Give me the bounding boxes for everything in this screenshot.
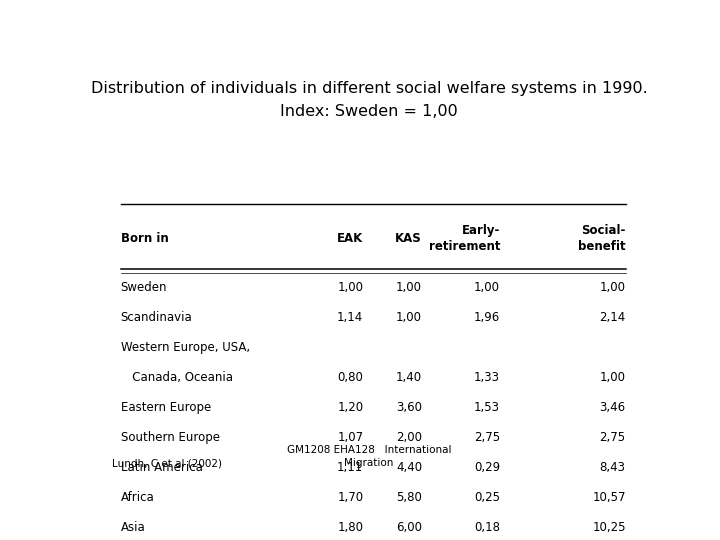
Text: Africa: Africa — [121, 491, 154, 504]
Text: 1,00: 1,00 — [396, 281, 422, 294]
Text: Social-
benefit: Social- benefit — [578, 224, 626, 253]
Text: 1,40: 1,40 — [396, 371, 422, 384]
Text: 1,00: 1,00 — [396, 311, 422, 324]
Text: Distribution of individuals in different social welfare systems in 1990.
Index: : Distribution of individuals in different… — [91, 82, 647, 119]
Text: 3,46: 3,46 — [600, 401, 626, 414]
Text: 8,43: 8,43 — [600, 461, 626, 474]
Text: 1,70: 1,70 — [337, 491, 364, 504]
Text: 0,29: 0,29 — [474, 461, 500, 474]
Text: 3,60: 3,60 — [396, 401, 422, 414]
Text: Southern Europe: Southern Europe — [121, 431, 220, 444]
Text: 4,40: 4,40 — [396, 461, 422, 474]
Text: Born in: Born in — [121, 232, 168, 245]
Text: 1,33: 1,33 — [474, 371, 500, 384]
Text: Western Europe, USA,: Western Europe, USA, — [121, 341, 250, 354]
Text: 1,00: 1,00 — [600, 371, 626, 384]
Text: 2,75: 2,75 — [474, 431, 500, 444]
Text: Scandinavia: Scandinavia — [121, 311, 192, 324]
Text: 1,20: 1,20 — [337, 401, 364, 414]
Text: Early-
retirement: Early- retirement — [428, 224, 500, 253]
Text: KAS: KAS — [395, 232, 422, 245]
Text: GM1208 EHA128   International
Migration: GM1208 EHA128 International Migration — [287, 445, 451, 468]
Text: Canada, Oceania: Canada, Oceania — [121, 371, 233, 384]
Text: 6,00: 6,00 — [396, 521, 422, 534]
Text: 1,96: 1,96 — [474, 311, 500, 324]
Text: 0,18: 0,18 — [474, 521, 500, 534]
Text: 1,00: 1,00 — [338, 281, 364, 294]
Text: 1,80: 1,80 — [338, 521, 364, 534]
Text: Latin America: Latin America — [121, 461, 202, 474]
Text: Lundh, C et al (2002): Lundh, C et al (2002) — [112, 458, 222, 468]
Text: 1,11: 1,11 — [337, 461, 364, 474]
Text: 2,00: 2,00 — [396, 431, 422, 444]
Text: 10,57: 10,57 — [592, 491, 626, 504]
Text: 10,25: 10,25 — [592, 521, 626, 534]
Text: 1,00: 1,00 — [600, 281, 626, 294]
Text: 2,75: 2,75 — [600, 431, 626, 444]
Text: 1,14: 1,14 — [337, 311, 364, 324]
Text: 2,14: 2,14 — [600, 311, 626, 324]
Text: EAK: EAK — [337, 232, 364, 245]
Text: 1,07: 1,07 — [337, 431, 364, 444]
Text: 1,53: 1,53 — [474, 401, 500, 414]
Text: 0,80: 0,80 — [338, 371, 364, 384]
Text: 1,00: 1,00 — [474, 281, 500, 294]
Text: 5,80: 5,80 — [396, 491, 422, 504]
Text: 0,25: 0,25 — [474, 491, 500, 504]
Text: Asia: Asia — [121, 521, 145, 534]
Text: Sweden: Sweden — [121, 281, 167, 294]
Text: Eastern Europe: Eastern Europe — [121, 401, 211, 414]
